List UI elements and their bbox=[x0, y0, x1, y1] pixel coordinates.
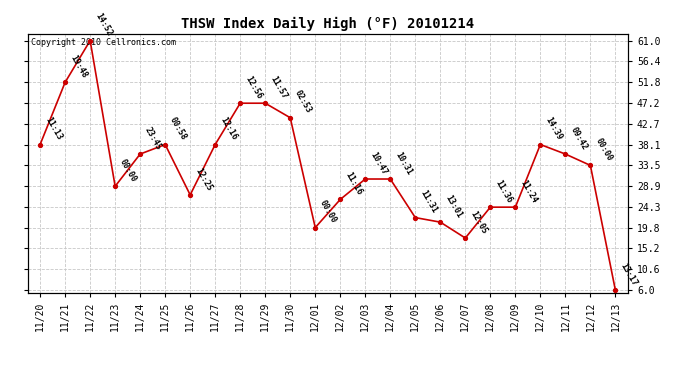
Text: 11:13: 11:13 bbox=[43, 116, 63, 142]
Text: 11:36: 11:36 bbox=[493, 178, 513, 204]
Text: 09:42: 09:42 bbox=[569, 125, 589, 152]
Text: 11:31: 11:31 bbox=[418, 189, 439, 215]
Text: 13:17: 13:17 bbox=[618, 261, 639, 288]
Text: 02:53: 02:53 bbox=[293, 89, 313, 115]
Text: 13:01: 13:01 bbox=[443, 193, 464, 219]
Text: 23:45: 23:45 bbox=[143, 125, 164, 152]
Text: 12:25: 12:25 bbox=[193, 166, 213, 192]
Text: 12:16: 12:16 bbox=[218, 116, 239, 142]
Text: 00:00: 00:00 bbox=[593, 136, 613, 163]
Title: THSW Index Daily High (°F) 20101214: THSW Index Daily High (°F) 20101214 bbox=[181, 17, 474, 31]
Text: 14:52: 14:52 bbox=[93, 12, 113, 38]
Text: 11:16: 11:16 bbox=[343, 171, 364, 197]
Text: 14:39: 14:39 bbox=[543, 116, 564, 142]
Text: 12:56: 12:56 bbox=[243, 74, 264, 100]
Text: 00:00: 00:00 bbox=[318, 199, 339, 225]
Text: Copyright 2010 Cellronics.com: Copyright 2010 Cellronics.com bbox=[30, 38, 175, 46]
Text: 00:58: 00:58 bbox=[168, 116, 188, 142]
Text: 10:47: 10:47 bbox=[368, 150, 388, 176]
Text: 10:31: 10:31 bbox=[393, 150, 413, 176]
Text: 11:24: 11:24 bbox=[518, 178, 539, 204]
Text: 12:05: 12:05 bbox=[469, 209, 489, 235]
Text: 00:00: 00:00 bbox=[118, 158, 139, 183]
Text: 11:57: 11:57 bbox=[268, 74, 288, 100]
Text: 19:48: 19:48 bbox=[68, 54, 88, 80]
